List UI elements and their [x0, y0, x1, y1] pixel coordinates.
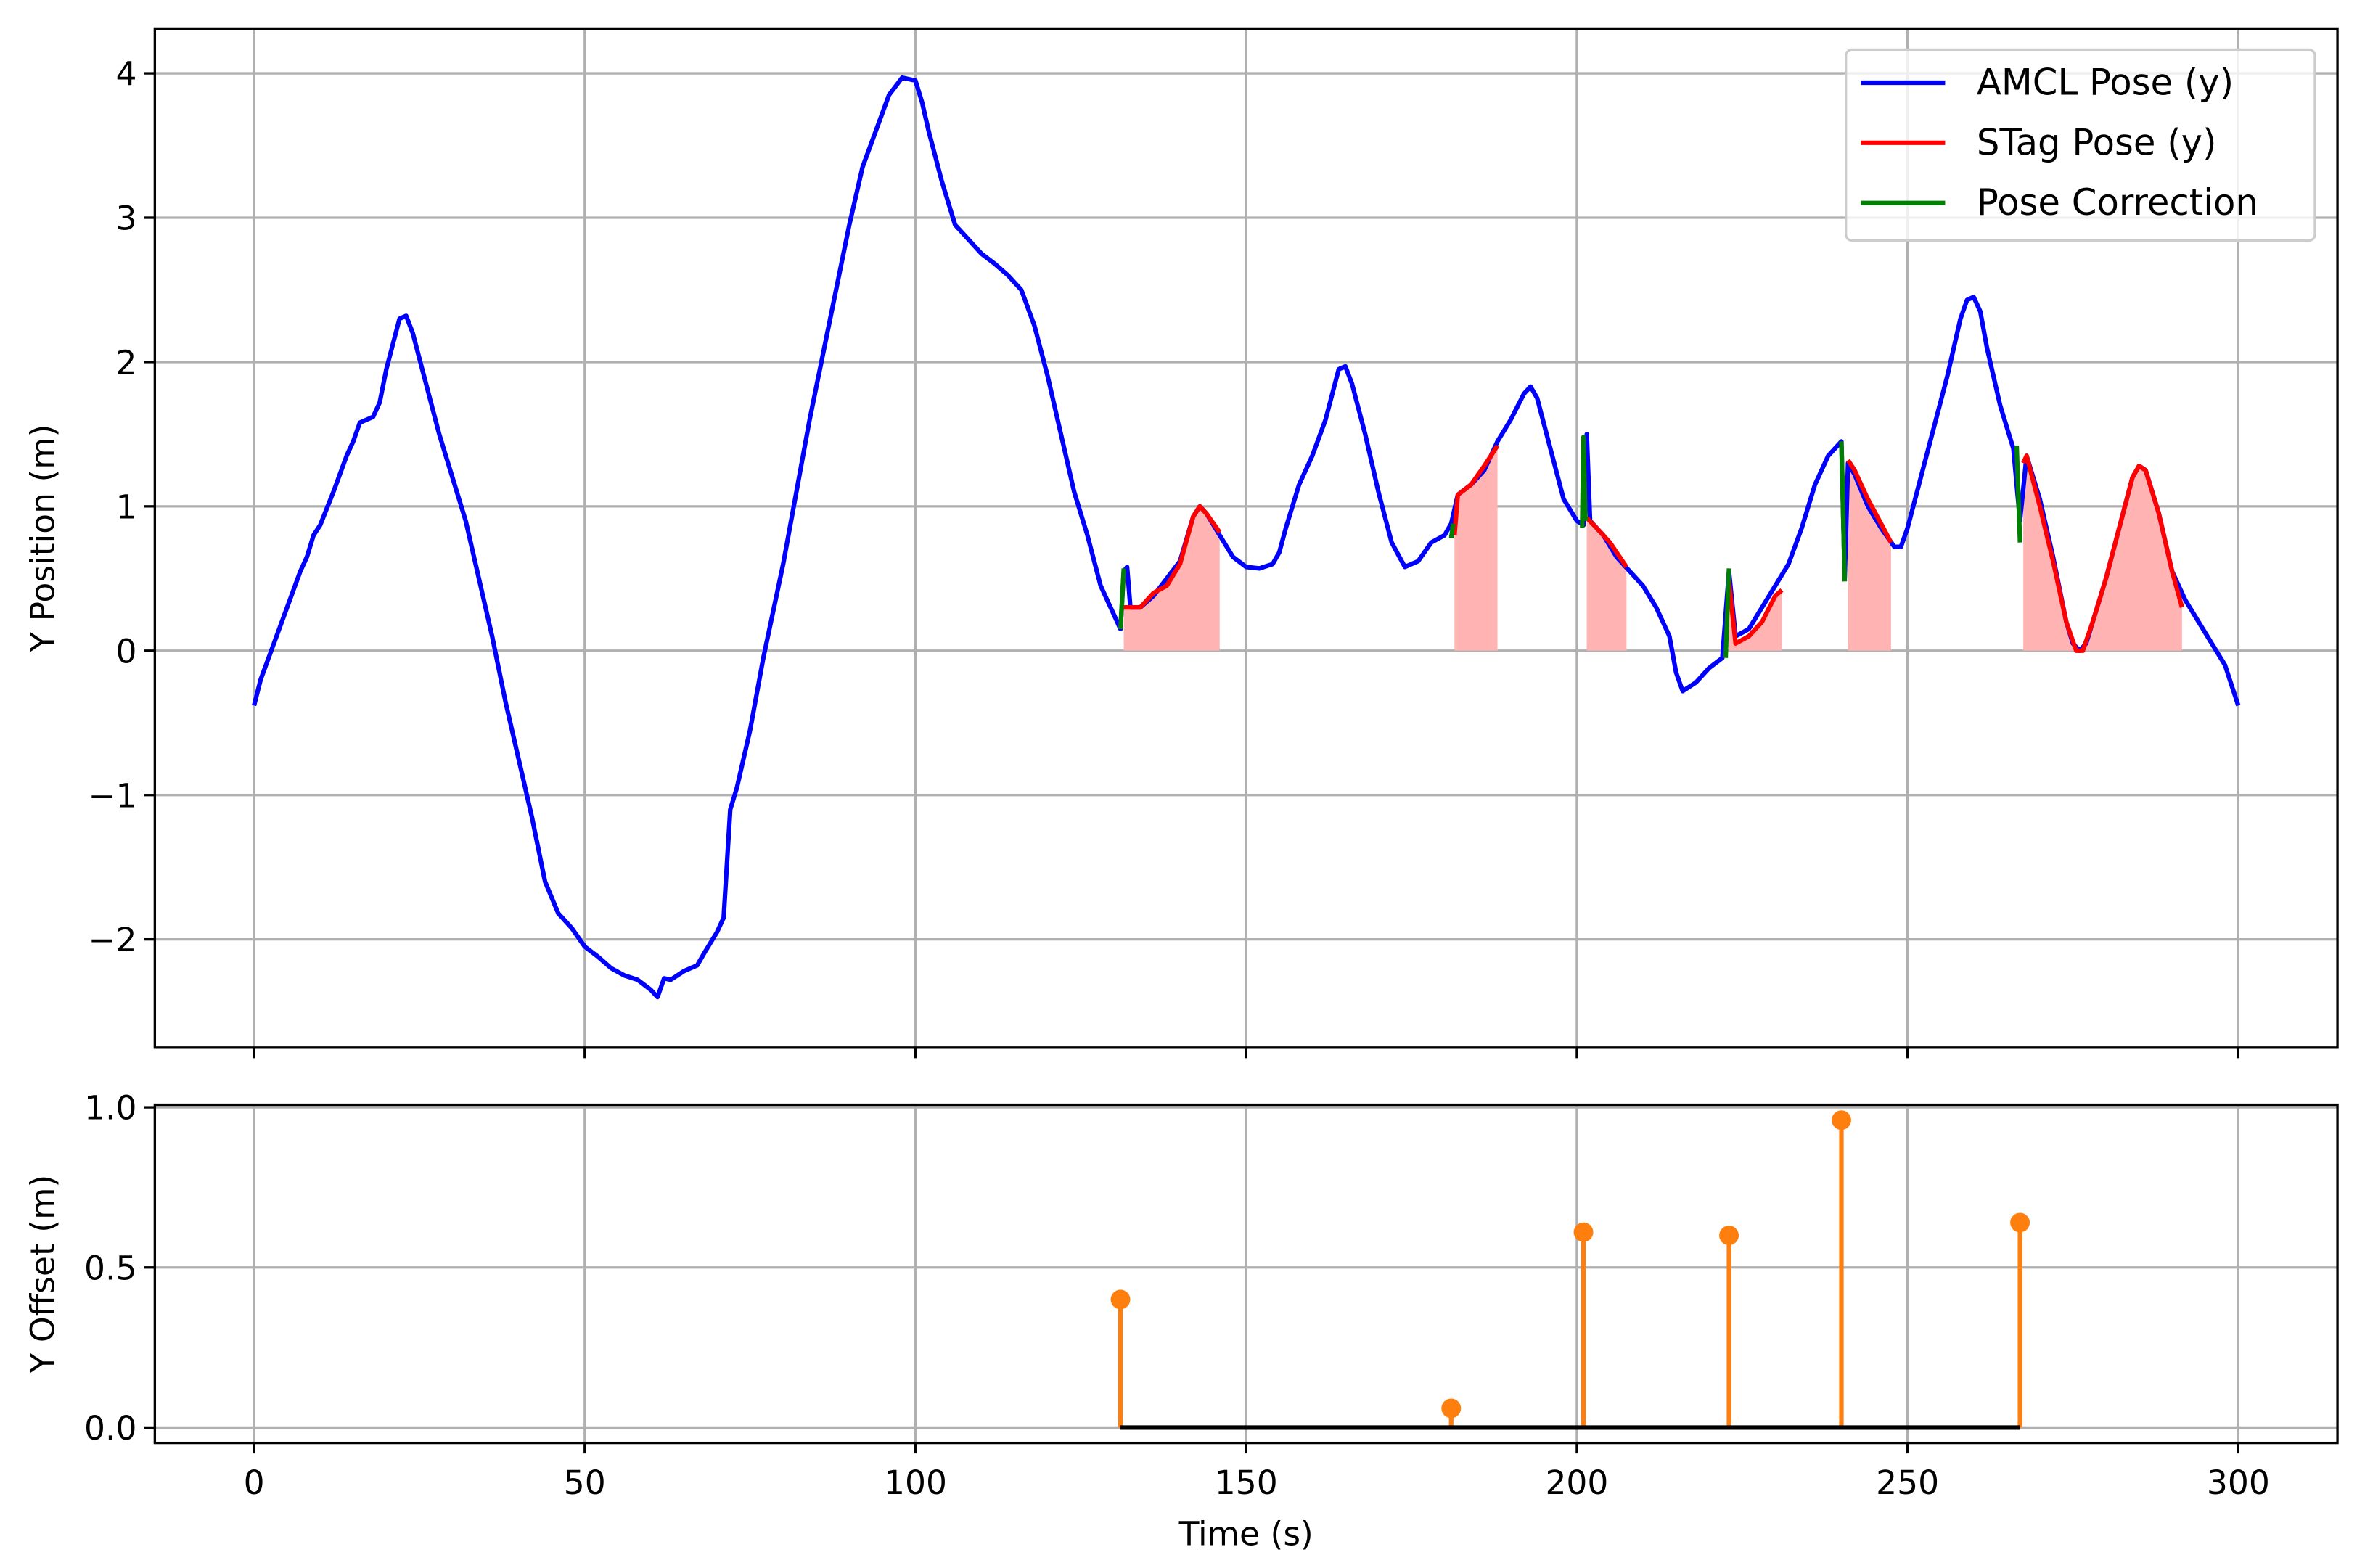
fill-area — [1454, 446, 1498, 651]
x-tick-label: 100 — [884, 1464, 947, 1502]
fill-area — [1729, 581, 1782, 651]
y-tick-label: 2 — [116, 343, 137, 382]
stem-marker — [1110, 1289, 1131, 1310]
y-tick-label: −2 — [88, 921, 136, 959]
y-tick-label: 1.0 — [84, 1089, 136, 1128]
legend-label: STag Pose (y) — [1977, 121, 2217, 163]
y-tick-label: −1 — [88, 776, 136, 815]
fill-area — [1848, 460, 1891, 651]
stem-marker — [2010, 1212, 2030, 1233]
y-tick-label: 4 — [116, 55, 137, 94]
x-tick-label: 50 — [564, 1464, 606, 1502]
y-tick-label: 0.5 — [84, 1249, 136, 1287]
stem-marker — [1832, 1110, 1851, 1130]
fill-area — [1586, 517, 1627, 651]
series-line — [1123, 444, 2184, 653]
legend-box — [1845, 48, 2316, 242]
y-axis-label: Y Offset (m) — [24, 1175, 62, 1374]
plot-frame — [153, 27, 2339, 1049]
x-tick-label: 300 — [2207, 1464, 2270, 1502]
y-tick-label: 3 — [116, 200, 137, 238]
series-line — [252, 75, 2241, 1000]
y-tick-label: 1 — [116, 488, 137, 526]
x-tick-label: 250 — [1876, 1464, 1939, 1502]
stem-marker — [1441, 1398, 1462, 1419]
series-line — [1118, 435, 2022, 658]
y-tick-label: 0 — [116, 632, 137, 670]
y-tick-label: 0.0 — [84, 1409, 136, 1448]
stem-marker — [1573, 1222, 1594, 1242]
legend: AMCL Pose (y) STag Pose (y) Pose Correctio… — [1845, 48, 2316, 242]
x-tick-label: 0 — [244, 1464, 265, 1502]
y-axis-label: Y Position (m) — [24, 424, 62, 653]
fill-area — [2023, 456, 2182, 651]
legend-label: Pose Correction — [1977, 181, 2258, 223]
plot-frame — [153, 1103, 2339, 1445]
stem-marker — [1719, 1226, 1739, 1246]
x-axis-label: Time (s) — [1178, 1514, 1313, 1553]
legend-label: AMCL Pose (y) — [1977, 62, 2234, 104]
x-tick-label: 200 — [1545, 1464, 1608, 1502]
x-tick-label: 150 — [1215, 1464, 1278, 1502]
